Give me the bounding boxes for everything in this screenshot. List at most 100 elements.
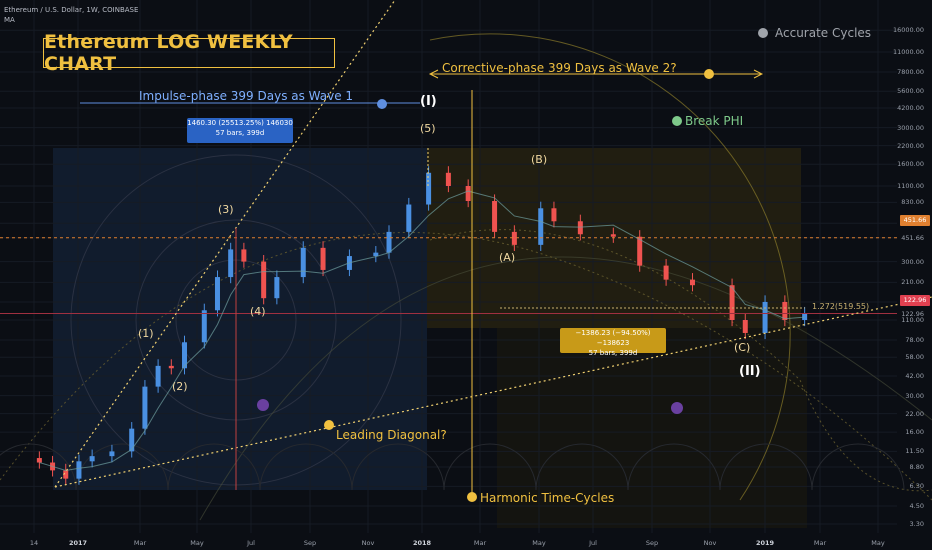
candle-body bbox=[577, 221, 583, 235]
candle-body bbox=[511, 231, 517, 245]
y-tick-label: 110.00 bbox=[901, 315, 924, 324]
x-tick-label: 2017 bbox=[68, 539, 88, 547]
x-tick-label: Sep bbox=[303, 539, 317, 547]
x-tick-label: Sep bbox=[645, 539, 659, 547]
harmonic-dot bbox=[467, 492, 477, 502]
candle-body bbox=[782, 301, 788, 320]
candle-body bbox=[181, 342, 187, 369]
impulse-dot bbox=[377, 99, 387, 109]
candle-body bbox=[538, 208, 544, 245]
y-tick-label: 1600.00 bbox=[897, 160, 924, 169]
harmonic-arc bbox=[429, 33, 791, 501]
leading-diagonal-dot bbox=[324, 420, 334, 430]
x-tick-label: Jul bbox=[247, 539, 255, 547]
fib-ratio-label: 1.272(519.55) bbox=[812, 302, 870, 311]
impulse-trendline bbox=[54, 0, 396, 488]
candle-body bbox=[386, 231, 392, 253]
break-phi-label: Break PHI bbox=[685, 114, 744, 128]
candle-body bbox=[36, 458, 42, 463]
wave-2-label: (2) bbox=[172, 380, 188, 393]
candle-body bbox=[76, 461, 82, 479]
break-phi-dot bbox=[672, 116, 682, 126]
x-tick-label: Nov bbox=[361, 539, 375, 547]
y-tick-label: 3000.00 bbox=[897, 123, 924, 132]
x-tick-label: 14 bbox=[29, 539, 39, 547]
candle-body bbox=[551, 208, 557, 222]
candle-body bbox=[228, 249, 234, 278]
wave-3-label: (3) bbox=[218, 203, 234, 216]
candle-body bbox=[762, 301, 768, 333]
cycle-dot bbox=[671, 402, 683, 414]
y-tick-label: 16.00 bbox=[905, 428, 924, 437]
candle-body bbox=[426, 172, 432, 205]
corrective-dot bbox=[704, 69, 714, 79]
measure-up-box: 1460.30 (25513.25%) 146030 57 bars, 399d bbox=[187, 118, 293, 143]
candle-body bbox=[129, 428, 135, 452]
price-tag-current: 122.96 bbox=[900, 295, 930, 306]
x-tick-label: 2019 bbox=[755, 539, 775, 547]
time-cycle-arc bbox=[719, 443, 813, 491]
y-tick-label: 122.96 bbox=[901, 309, 924, 318]
x-tick-label: May bbox=[532, 539, 546, 547]
time-cycle-arc bbox=[811, 443, 905, 491]
y-tick-label: 4.50 bbox=[909, 502, 924, 510]
candle-body bbox=[373, 252, 379, 257]
y-tick-label: 2200.00 bbox=[897, 141, 924, 150]
candle-body bbox=[201, 310, 207, 343]
candle-body bbox=[465, 186, 471, 202]
y-tick-label: 11000.00 bbox=[892, 48, 924, 56]
candle-body bbox=[241, 249, 247, 262]
dotted-arc bbox=[429, 229, 932, 492]
x-tick-label: 2018 bbox=[412, 539, 432, 547]
foreground-layer bbox=[0, 0, 932, 502]
wave-C-label: (C) bbox=[734, 341, 751, 354]
y-tick-label: 78.00 bbox=[905, 335, 924, 344]
cycle-dot bbox=[257, 399, 269, 411]
y-tick-label: 4200.00 bbox=[897, 104, 924, 113]
dotted-arc bbox=[0, 232, 932, 501]
wave-5-label: (5) bbox=[420, 122, 436, 135]
candle-body bbox=[637, 236, 643, 266]
time-cycle-arc bbox=[535, 443, 629, 491]
candle-body bbox=[300, 247, 306, 278]
accurate-cycles-label: Accurate Cycles bbox=[775, 26, 872, 40]
y-tick-label: 5600.00 bbox=[897, 87, 924, 96]
symbol-header: Ethereum / U.S. Dollar, 1W, COINBASE bbox=[4, 6, 139, 14]
candle-body bbox=[274, 277, 280, 299]
corrective-phase-label: Corrective-phase 399 Days as Wave 2? bbox=[442, 61, 677, 75]
y-tick-label: 30.00 bbox=[905, 391, 924, 400]
arrowhead-right bbox=[753, 69, 764, 79]
candle-body bbox=[445, 172, 451, 186]
candle-body bbox=[142, 386, 148, 429]
wave-A-label: (A) bbox=[499, 251, 516, 264]
y-tick-label: 8.80 bbox=[909, 462, 924, 471]
x-tick-label: Mar bbox=[133, 539, 147, 547]
moving-average-line bbox=[39, 190, 805, 472]
chart-title: Ethereum LOG WEEKLY CHART bbox=[44, 31, 293, 75]
time-cycle-arc bbox=[443, 443, 537, 491]
candle-body bbox=[214, 277, 220, 311]
candle-body bbox=[689, 279, 695, 286]
candle-body bbox=[261, 261, 267, 299]
y-tick-label: 7800.00 bbox=[897, 68, 924, 76]
y-tick-label: 830.00 bbox=[901, 198, 924, 207]
wave-I-label: (I) bbox=[420, 94, 437, 109]
time-cycle-arc bbox=[351, 443, 445, 491]
x-tick-label: Mar bbox=[813, 539, 827, 547]
y-tick-label: 6.30 bbox=[909, 482, 924, 491]
x-tick-label: Nov bbox=[703, 539, 717, 547]
y-tick-label: 11.50 bbox=[905, 447, 924, 456]
candle-body bbox=[802, 313, 808, 320]
price-tag-upper: 451.66 bbox=[900, 215, 930, 226]
harmonic-cycles-label: Harmonic Time-Cycles bbox=[480, 491, 615, 505]
candle-body bbox=[155, 365, 161, 387]
arrowhead-left bbox=[428, 69, 439, 79]
candle-body bbox=[729, 285, 735, 320]
y-tick-label: 300.00 bbox=[901, 257, 924, 266]
time-cycle-arc bbox=[259, 443, 353, 491]
time-cycle-arc bbox=[627, 443, 721, 491]
candle-body bbox=[610, 234, 616, 237]
background-layer bbox=[53, 148, 807, 528]
